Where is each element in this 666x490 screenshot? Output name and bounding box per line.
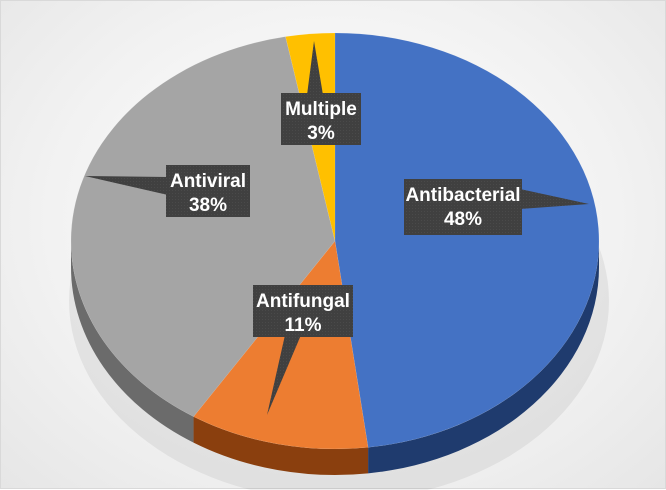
data-label-leader-antiviral xyxy=(85,176,168,195)
data-label-name-antifungal: Antifungal xyxy=(256,291,350,312)
pie-side-antiviral xyxy=(71,241,194,443)
data-label-box-multiple xyxy=(281,93,361,145)
data-label-box-antibacterial xyxy=(404,179,522,235)
data-label-name-multiple: Multiple xyxy=(285,99,357,120)
pie-side-antifungal xyxy=(193,416,369,476)
data-label-leader-multiple xyxy=(307,41,323,95)
pie-slice-antibacterial[interactable] xyxy=(334,32,600,448)
data-label-pct-multiple: 3% xyxy=(307,123,335,144)
data-label-leader-antibacterial xyxy=(520,189,589,209)
data-label-leader-antifungal xyxy=(267,335,301,415)
data-label-name-antiviral: Antiviral xyxy=(170,171,246,192)
pie-side-antibacterial xyxy=(368,241,599,474)
data-label-antiviral: Antiviral 38% xyxy=(85,165,250,217)
pie-sides xyxy=(71,241,599,476)
data-label-antibacterial: Antibacterial 48% xyxy=(404,179,589,235)
data-label-pct-antibacterial: 48% xyxy=(444,209,482,230)
data-label-pct-antiviral: 38% xyxy=(189,195,227,216)
data-label-multiple: Multiple 3% xyxy=(281,41,361,145)
pie-labels: Antibacterial 48% Antifungal 11% Antiviral 38… xyxy=(85,41,589,415)
data-label-box-antiviral xyxy=(166,165,250,217)
data-label-antifungal: Antifungal 11% xyxy=(253,285,353,415)
data-label-name-antibacterial: Antibacterial xyxy=(405,185,520,206)
data-label-box-antifungal xyxy=(253,285,353,337)
data-label-pct-antifungal: 11% xyxy=(285,315,322,336)
